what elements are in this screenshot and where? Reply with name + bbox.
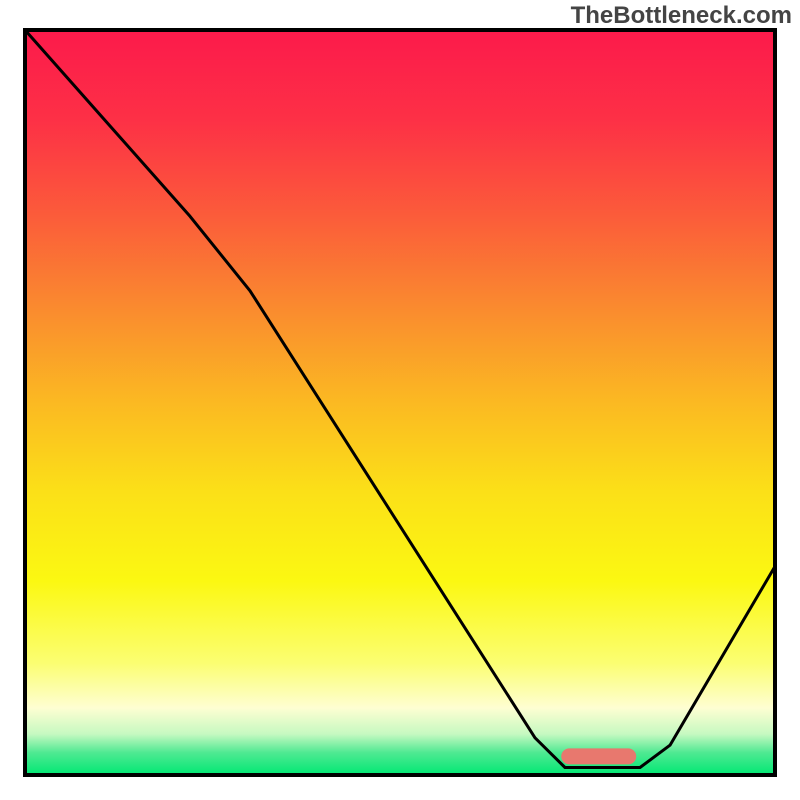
optimal-range-marker	[561, 748, 636, 764]
chart-background	[25, 30, 775, 775]
watermark-text: TheBottleneck.com	[571, 2, 792, 30]
bottleneck-chart	[0, 0, 800, 800]
